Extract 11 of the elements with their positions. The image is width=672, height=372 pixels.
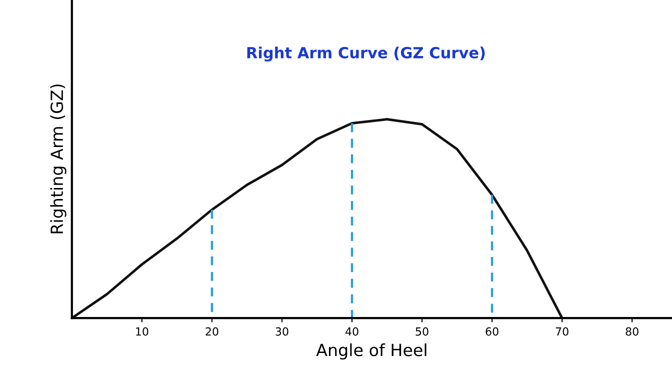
- chart-title: Right Arm Curve (GZ Curve): [247, 46, 485, 62]
- x-tick-label: 30: [276, 327, 288, 336]
- x-tick-label: 80: [626, 327, 638, 336]
- x-tick-label: 70: [556, 327, 568, 336]
- x-tick-label: 60: [486, 327, 498, 336]
- x-axis-title: Angle of Heel: [316, 343, 426, 360]
- x-tick-label: 50: [416, 327, 428, 336]
- x-tick-label: 20: [206, 327, 218, 336]
- x-tick-label: 10: [136, 327, 148, 336]
- y-axis-title: Righting Arm (GZ): [50, 84, 66, 234]
- x-tick-label: 40: [345, 327, 358, 336]
